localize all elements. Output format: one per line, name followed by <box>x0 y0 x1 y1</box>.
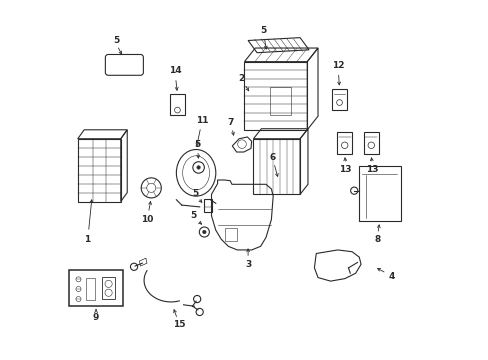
Text: 15: 15 <box>173 320 185 329</box>
Text: 5: 5 <box>194 140 200 149</box>
Text: 12: 12 <box>331 61 344 70</box>
Circle shape <box>202 230 206 234</box>
Text: 13: 13 <box>365 165 378 174</box>
Bar <box>69 270 122 306</box>
Text: 9: 9 <box>93 313 99 322</box>
Text: 13: 13 <box>339 165 351 174</box>
Text: 5: 5 <box>113 36 119 45</box>
Circle shape <box>196 166 200 169</box>
Text: 8: 8 <box>373 235 380 244</box>
Text: 3: 3 <box>244 260 251 269</box>
Text: 7: 7 <box>226 118 233 127</box>
Text: 11: 11 <box>196 116 208 125</box>
Text: 1: 1 <box>83 235 90 244</box>
Text: 10: 10 <box>141 215 153 224</box>
Text: 5: 5 <box>190 211 196 220</box>
Text: 6: 6 <box>269 153 275 162</box>
Text: 2: 2 <box>237 75 244 84</box>
Text: 5: 5 <box>260 26 266 35</box>
Text: 5: 5 <box>192 189 198 198</box>
Text: 14: 14 <box>169 66 182 75</box>
Text: 4: 4 <box>387 271 394 280</box>
